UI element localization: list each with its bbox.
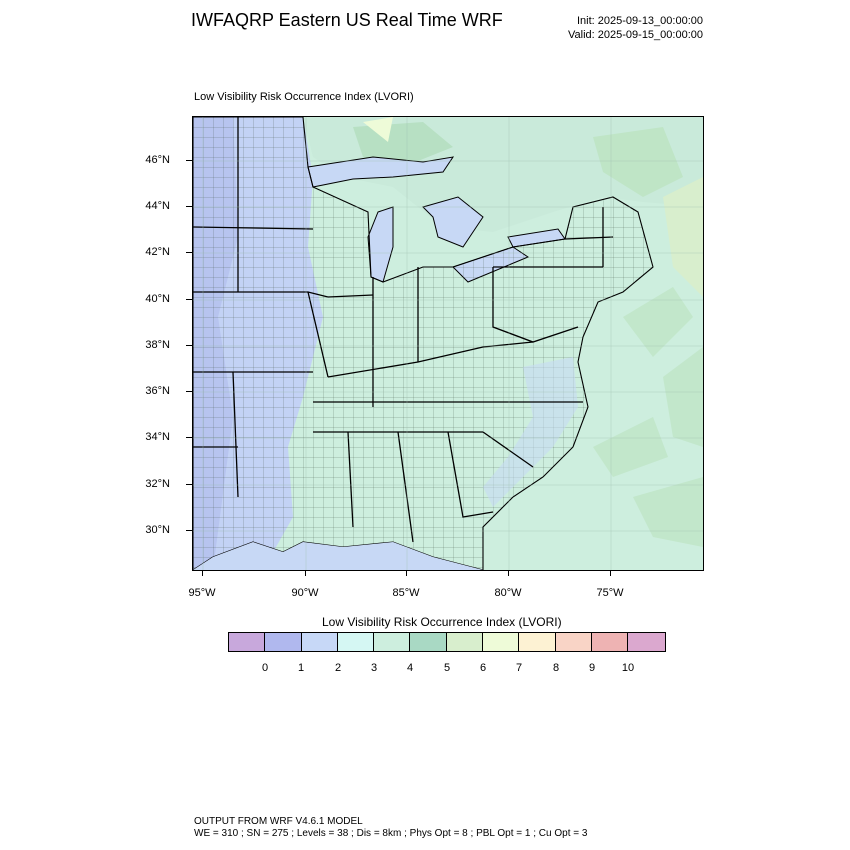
colorbar-label: 6 [479,662,487,674]
colorbar-label: 3 [370,662,378,674]
colorbar-label: 7 [515,662,523,674]
colorbar [228,632,666,652]
lat-tick [186,530,192,531]
ocean-pattern [633,477,703,547]
lat-label: 42°N [145,246,170,258]
colorbar-swatch [483,633,520,651]
map-panel[interactable] [192,116,704,571]
gulf-of-mexico [193,542,483,570]
lon-tick [202,570,203,576]
coastal-low-index-zone [483,357,578,507]
terrain-patch [593,127,683,197]
graticule [193,117,703,570]
lake-huron [422,196,484,248]
footer-line-config: WE = 310 ; SN = 275 ; Levels = 38 ; Dis … [194,828,588,839]
lat-label: 36°N [145,385,170,397]
lat-label: 46°N [145,154,170,166]
map-canvas [193,117,703,570]
colorbar-label: 5 [443,662,451,674]
colorbar-label: 0 [261,662,269,674]
colorbar-swatch [265,633,302,651]
lat-tick [186,484,192,485]
colorbar-swatch [229,633,266,651]
lon-label: 85°W [392,587,420,599]
lat-tick [186,299,192,300]
ocean-pattern [623,287,693,357]
init-time: Init: 2025-09-13_00:00:00 [577,15,703,27]
lake-superior [307,156,455,188]
lat-label: 32°N [145,478,170,490]
footer-line-model: OUTPUT FROM WRF V4.6.1 MODEL [194,816,363,827]
lat-tick [186,160,192,161]
model-footer: OUTPUT FROM WRF V4.6.1 MODEL WE = 310 ; … [194,816,587,840]
lat-label: 40°N [145,293,170,305]
lat-label: 30°N [145,524,170,536]
colorbar-swatch [337,633,375,651]
lat-label: 34°N [145,431,170,443]
lat-tick [186,206,192,207]
terrain-patch [363,117,393,142]
colorbar-swatch [519,633,556,651]
colorbar-swatch [446,633,484,651]
lon-tick [610,570,611,576]
lat-tick [186,391,192,392]
colorbar-label: 2 [334,662,342,674]
lat-label: 38°N [145,339,170,351]
colorbar-swatch [555,633,592,651]
lon-tick [406,570,407,576]
state-borders [193,117,614,543]
colorbar-swatch [591,633,629,651]
lat-label: 44°N [145,200,170,212]
ocean-pattern [593,417,668,477]
lon-label: 75°W [596,587,624,599]
colorbar-label: 10 [621,662,635,674]
lon-tick [508,570,509,576]
colorbar-swatch [628,633,665,651]
ocean-pattern [663,347,703,447]
lat-tick [186,345,192,346]
map-subtitle: Low Visibility Risk Occurrence Index (LV… [194,91,414,103]
lon-label: 90°W [291,587,319,599]
colorbar-swatch [301,633,338,651]
colorbar-title: Low Visibility Risk Occurrence Index (LV… [322,615,562,629]
lat-tick [186,252,192,253]
init-valid-times: Init: 2025-09-13_00:00:00 Valid: 2025-09… [568,14,703,42]
page-title: IWFAQRP Eastern US Real Time WRF [191,10,503,30]
valid-time: Valid: 2025-09-15_00:00:00 [568,29,703,41]
lon-tick [305,570,306,576]
colorbar-swatch [374,633,411,651]
colorbar-swatch [410,633,447,651]
lon-label: 80°W [494,587,522,599]
colorbar-label: 4 [406,662,414,674]
colorbar-label: 1 [297,662,305,674]
lon-label: 95°W [188,587,216,599]
colorbar-label: 9 [588,662,596,674]
lat-tick [186,437,192,438]
colorbar-label: 8 [552,662,560,674]
